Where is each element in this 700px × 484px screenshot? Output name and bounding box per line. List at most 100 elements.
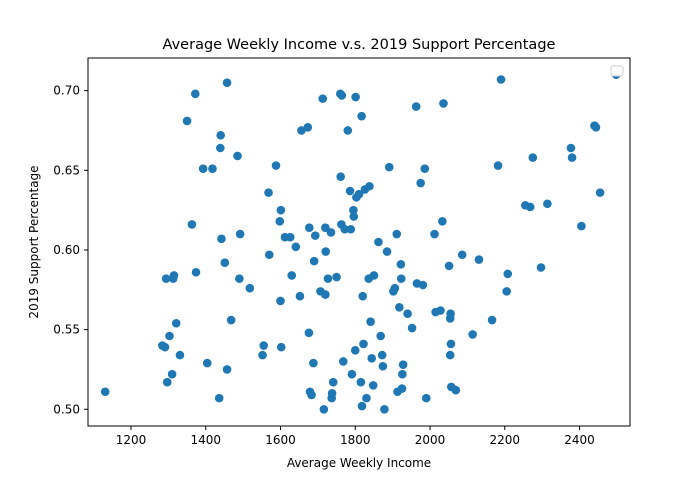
scatter-point bbox=[392, 229, 402, 239]
scatter-point bbox=[285, 232, 295, 242]
scatter-point bbox=[420, 164, 430, 174]
scatter-point bbox=[291, 242, 301, 252]
scatter-point bbox=[374, 237, 383, 247]
scatter-point bbox=[468, 330, 477, 339]
scatter-point bbox=[349, 205, 358, 215]
x-axis-label: Average Weekly Income bbox=[287, 456, 431, 470]
scatter-point bbox=[326, 228, 336, 237]
scatter-point bbox=[384, 162, 394, 172]
scatter-point bbox=[377, 350, 387, 360]
scatter-point bbox=[318, 94, 328, 103]
scatter-point bbox=[398, 369, 407, 379]
x-tick-label: 1600 bbox=[265, 433, 296, 447]
scatter-point bbox=[100, 387, 110, 397]
scatter-point bbox=[577, 221, 586, 231]
x-tick-label: 2000 bbox=[415, 433, 446, 447]
scatter-point bbox=[222, 365, 232, 374]
scatter-point bbox=[418, 280, 428, 290]
scatter-point bbox=[396, 260, 406, 269]
scatter-point bbox=[309, 358, 318, 368]
scatter-point bbox=[162, 377, 172, 387]
scatter-point bbox=[378, 361, 388, 371]
y-axis-ticks: 0.50 0.55 0.60 0.65 0.70 bbox=[53, 84, 88, 416]
scatter-point bbox=[359, 339, 368, 349]
scatter-point bbox=[235, 274, 244, 283]
scatter-point bbox=[323, 274, 333, 283]
x-tick-label: 1800 bbox=[340, 433, 371, 447]
scatter-point bbox=[187, 220, 197, 229]
scatter-point bbox=[351, 92, 360, 102]
scatter-point bbox=[310, 231, 320, 240]
scatter-point bbox=[297, 126, 306, 135]
scatter-point bbox=[403, 309, 412, 318]
scatter-point bbox=[216, 143, 225, 153]
scatter-point bbox=[216, 130, 225, 140]
y-axis-label: 2019 Support Percentage bbox=[27, 165, 41, 318]
scatter-point bbox=[438, 216, 447, 226]
scatter-point bbox=[287, 271, 297, 280]
scatter-point bbox=[220, 258, 230, 268]
scatter-point bbox=[198, 164, 208, 174]
scatter-point bbox=[457, 250, 467, 260]
x-tick-label: 2200 bbox=[490, 433, 521, 447]
scatter-point bbox=[214, 393, 224, 403]
y-tick-label: 0.55 bbox=[53, 323, 80, 337]
scatter-point bbox=[496, 75, 506, 84]
scatter-point bbox=[439, 99, 448, 108]
scatter-points bbox=[100, 70, 621, 414]
scatter-point bbox=[235, 229, 245, 239]
scatter-point bbox=[416, 178, 425, 188]
scatter-point bbox=[304, 328, 314, 338]
x-tick-label: 1200 bbox=[116, 433, 147, 447]
scatter-point bbox=[347, 369, 357, 379]
scatter-point bbox=[436, 306, 445, 315]
scatter-point bbox=[382, 247, 392, 256]
scatter-point bbox=[337, 91, 347, 100]
scatter-point bbox=[208, 164, 217, 174]
scatter-point bbox=[411, 102, 421, 111]
scatter-point bbox=[327, 389, 337, 398]
scatter-point bbox=[245, 283, 255, 293]
scatter-point bbox=[358, 291, 368, 301]
scatter-point bbox=[367, 353, 377, 363]
scatter-point bbox=[398, 360, 408, 369]
scatter-point bbox=[390, 283, 400, 293]
scatter-point bbox=[474, 255, 484, 264]
scatter-point bbox=[259, 341, 268, 350]
scatter-point bbox=[226, 315, 236, 325]
scatter-point bbox=[407, 323, 417, 333]
scatter-point bbox=[365, 181, 374, 191]
scatter-point bbox=[503, 269, 513, 279]
chart-title: Average Weekly Income v.s. 2019 Support … bbox=[163, 37, 556, 53]
scatter-point bbox=[328, 377, 338, 387]
scatter-point bbox=[525, 202, 535, 212]
scatter-point bbox=[165, 331, 174, 341]
scatter-point bbox=[309, 256, 319, 266]
scatter-point bbox=[161, 274, 171, 283]
scatter-point bbox=[160, 342, 170, 352]
scatter-point bbox=[430, 229, 439, 239]
x-tick-label: 2400 bbox=[564, 433, 595, 447]
scatter-point bbox=[528, 153, 538, 162]
scatter-point bbox=[397, 384, 407, 393]
scatter-point bbox=[271, 161, 281, 170]
scatter-point bbox=[591, 122, 601, 132]
scatter-point bbox=[446, 309, 455, 318]
scatter-point bbox=[332, 272, 341, 282]
scatter-point bbox=[258, 350, 267, 360]
scatter-point bbox=[395, 303, 404, 312]
x-tick-label: 1400 bbox=[190, 433, 221, 447]
scatter-point bbox=[343, 126, 353, 135]
scatter-point bbox=[182, 116, 192, 126]
scatter-point bbox=[369, 271, 379, 280]
scatter-point bbox=[202, 358, 212, 368]
scatter-point bbox=[567, 153, 577, 162]
legend-box bbox=[610, 65, 624, 77]
scatter-point bbox=[368, 381, 378, 390]
scatter-point bbox=[536, 263, 546, 272]
scatter-point bbox=[321, 223, 330, 232]
scatter-point bbox=[396, 274, 406, 283]
scatter-point bbox=[222, 78, 232, 87]
